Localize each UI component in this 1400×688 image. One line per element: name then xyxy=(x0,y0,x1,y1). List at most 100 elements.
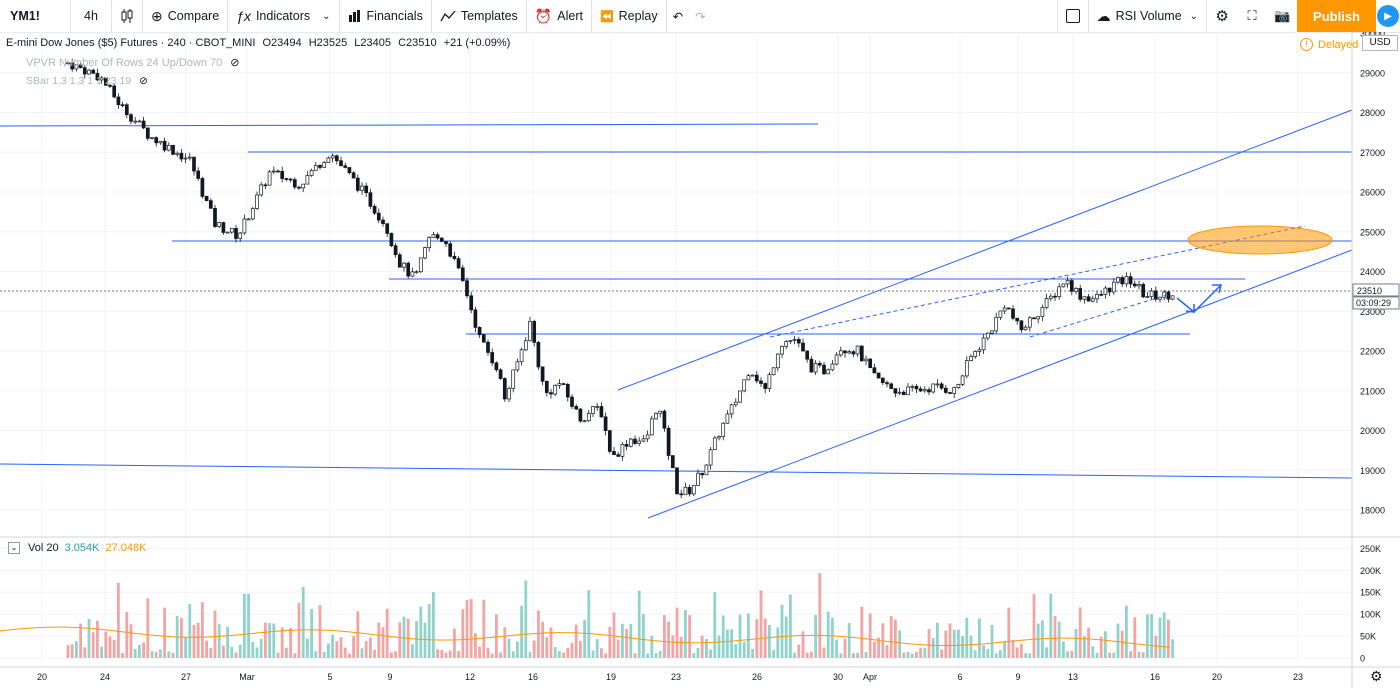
volume-bar xyxy=(1171,639,1174,658)
candle-body xyxy=(574,406,579,410)
settings-button[interactable]: ⚙ xyxy=(1207,0,1237,32)
channel-upper-line[interactable] xyxy=(617,109,1353,391)
volume-bar xyxy=(1053,615,1057,658)
volume-bar xyxy=(314,651,318,658)
replay-button[interactable]: ⏪ Replay xyxy=(592,0,666,32)
volume-bar xyxy=(1070,650,1074,658)
divider xyxy=(525,0,527,32)
price-chart[interactable]: 3000029000280002700026000250002400023000… xyxy=(0,32,1400,688)
volume-bar xyxy=(726,629,729,658)
eye-off-icon[interactable]: ⊘ xyxy=(230,57,240,69)
undo-button[interactable]: ↶ xyxy=(667,0,689,32)
fullscreen-layout-button[interactable] xyxy=(1058,0,1088,32)
volume-bar xyxy=(213,610,217,658)
snapshot-button[interactable]: 📷 xyxy=(1267,0,1297,32)
candle-body xyxy=(880,377,885,383)
candle-body xyxy=(103,77,108,86)
volume-bar xyxy=(801,631,805,658)
volume-bar xyxy=(852,653,855,658)
volume-bar xyxy=(810,651,813,658)
volume-bar xyxy=(885,645,889,658)
volume-bar xyxy=(226,626,229,658)
candle-body xyxy=(1162,291,1167,298)
volume-bar xyxy=(163,607,166,658)
candle-body xyxy=(1141,284,1146,298)
candle-body xyxy=(309,170,314,176)
channel-lower-line[interactable] xyxy=(647,249,1353,519)
chevron-down-icon: ⌄ xyxy=(1189,10,1199,22)
play-button[interactable]: ▶ xyxy=(1376,0,1400,32)
volume-bar xyxy=(671,635,675,658)
candle-body xyxy=(725,413,730,424)
compare-button[interactable]: ⊕ Compare xyxy=(143,0,227,32)
volume-bar xyxy=(734,644,738,658)
horizontal-line[interactable] xyxy=(0,123,819,127)
series-title: E-mini Dow Jones ($5) Futures · 240 · CB… xyxy=(6,37,256,49)
candle-body xyxy=(418,257,423,273)
gear-icon[interactable]: ⚙ xyxy=(1370,668,1383,684)
candle-body xyxy=(330,155,335,159)
interval-button[interactable]: 4h xyxy=(84,9,98,23)
symbol-search[interactable]: YM1! xyxy=(10,9,40,23)
volume-bar xyxy=(654,653,658,658)
candle-body xyxy=(229,228,234,233)
replay-label: Replay xyxy=(618,9,658,23)
candle-body xyxy=(393,245,398,256)
horizontal-lines[interactable] xyxy=(0,123,1353,479)
candle-body xyxy=(460,267,465,282)
candle-body xyxy=(297,186,301,189)
chart-style-button[interactable] xyxy=(112,0,142,32)
candle-body xyxy=(439,237,444,242)
study-template-select[interactable]: ☁ RSI Volume ⌄ xyxy=(1089,0,1206,32)
volume-bar xyxy=(507,638,511,658)
volume-bar xyxy=(1133,617,1137,658)
dashed-trend-line[interactable] xyxy=(1029,293,1171,338)
volume-bar xyxy=(1112,652,1116,658)
drawings[interactable] xyxy=(617,109,1353,519)
volume-bar xyxy=(805,652,809,658)
candle-body xyxy=(141,120,146,129)
volume-bar xyxy=(831,617,834,658)
volume-bar xyxy=(600,648,603,658)
redo-button[interactable]: ↷ xyxy=(689,0,711,32)
change-value: +21 (+0.09%) xyxy=(443,37,511,49)
eye-off-icon[interactable]: ⊘ xyxy=(139,75,148,87)
volume-bar xyxy=(990,625,994,658)
bar-chart-icon xyxy=(348,10,360,22)
candle-body xyxy=(129,114,133,122)
currency-label[interactable]: USD xyxy=(1362,35,1398,51)
financials-button[interactable]: Financials xyxy=(340,0,431,32)
delayed-badge[interactable]: ! Delayed xyxy=(1300,38,1358,51)
projection-arrow[interactable] xyxy=(1176,284,1222,314)
candle-body xyxy=(985,332,990,339)
candle-body xyxy=(238,232,243,239)
vpvr-legend[interactable]: VPVR Number Of Rows 24 Up/Down 70 ⊘ xyxy=(26,56,239,69)
alert-button[interactable]: ⏰ Alert xyxy=(527,0,591,32)
volume-bar xyxy=(696,647,700,658)
volume-name: Vol 20 xyxy=(28,542,59,554)
chevron-down-icon[interactable]: ⌄ xyxy=(322,10,331,22)
publish-button[interactable]: Publish xyxy=(1297,0,1376,32)
volume-bar xyxy=(772,650,775,658)
divider xyxy=(227,0,229,32)
volume-bar xyxy=(75,641,78,658)
sbar-legend[interactable]: SBar 1.3 1.3 1 1 23 19 ⊘ xyxy=(26,75,148,87)
candle-body xyxy=(213,208,217,227)
volume-bar xyxy=(440,649,444,658)
volume-bar xyxy=(222,645,225,658)
candle-body xyxy=(1019,320,1024,331)
candle-body xyxy=(280,170,285,179)
candle-body xyxy=(540,366,545,382)
candle-body xyxy=(95,72,100,81)
volume-bar xyxy=(789,594,792,658)
collapse-icon[interactable]: ⌄ xyxy=(8,542,20,554)
candle-body xyxy=(927,389,931,393)
templates-button[interactable]: Templates xyxy=(432,0,526,32)
indicators-button[interactable]: ƒx Indicators ⌄ xyxy=(228,0,338,32)
target-ellipse[interactable] xyxy=(1187,225,1333,255)
alert-label: Alert xyxy=(557,9,583,23)
volume-bar xyxy=(1007,607,1011,658)
fullscreen-button[interactable]: ⛶ xyxy=(1237,0,1267,32)
candle-body xyxy=(112,85,117,98)
candle-body xyxy=(729,404,734,415)
